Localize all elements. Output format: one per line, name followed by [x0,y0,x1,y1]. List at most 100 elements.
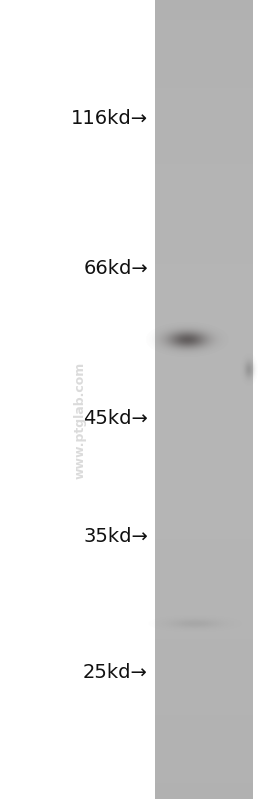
Bar [155,443,253,447]
Bar [155,388,253,392]
Bar [155,447,253,451]
Bar [155,80,253,84]
Bar [155,28,253,32]
Bar [155,188,253,192]
Bar [155,160,253,164]
Bar [155,124,253,128]
Bar [155,643,253,647]
Bar [155,575,253,579]
Bar [155,88,253,92]
Bar [155,703,253,707]
Bar [155,208,253,212]
Bar [155,236,253,240]
Bar [155,775,253,779]
Bar [155,156,253,160]
Bar [155,228,253,232]
Bar [155,495,253,499]
Bar [155,455,253,459]
Bar [155,503,253,507]
Bar [155,64,253,68]
Bar [155,767,253,771]
Bar [155,787,253,791]
Bar [155,603,253,607]
Bar [155,779,253,783]
Bar [155,419,253,423]
Bar [155,527,253,531]
Bar [155,348,253,352]
Bar [155,192,253,196]
Bar [155,204,253,208]
Bar [155,659,253,663]
Bar [155,216,253,220]
Bar [155,627,253,631]
Bar [155,563,253,567]
Bar [155,72,253,76]
Bar [155,607,253,611]
Bar [155,364,253,368]
Text: 116kd→: 116kd→ [71,109,148,128]
Bar [155,691,253,695]
Bar [155,547,253,551]
Bar [155,611,253,615]
Bar [155,735,253,739]
Bar [155,675,253,679]
Bar [155,555,253,559]
Bar [155,499,253,503]
Bar [155,172,253,176]
Bar [155,8,253,12]
Bar [155,56,253,60]
Bar [155,431,253,435]
Bar [155,260,253,264]
Bar [155,256,253,260]
Bar [155,40,253,44]
Bar [155,411,253,415]
Bar [155,475,253,479]
Bar [155,220,253,224]
Bar [155,747,253,751]
Text: 25kd→: 25kd→ [83,663,148,682]
Bar [155,759,253,763]
Bar [155,176,253,180]
Text: 35kd→: 35kd→ [83,527,148,546]
Bar [155,679,253,683]
Bar [155,316,253,320]
Bar [155,427,253,431]
Bar [155,403,253,407]
Bar [155,4,253,8]
Bar [155,372,253,376]
Bar [155,36,253,40]
Bar [155,200,253,204]
Bar [155,663,253,667]
Bar [155,655,253,659]
Bar [155,116,253,120]
Bar [155,128,253,132]
Bar [155,140,253,144]
Bar [155,479,253,483]
Bar [155,647,253,651]
Bar [155,344,253,348]
Bar [155,16,253,20]
Bar [155,392,253,396]
Bar [155,631,253,635]
Bar [155,132,253,136]
Text: 66kd→: 66kd→ [83,259,148,277]
Bar [155,336,253,340]
Bar [155,639,253,643]
Bar [155,108,253,112]
Bar [155,240,253,244]
Bar [155,471,253,475]
Bar [155,100,253,104]
Bar [155,459,253,463]
Bar [155,739,253,743]
Bar [155,727,253,731]
Bar [155,96,253,100]
Bar [155,304,253,308]
Bar [155,196,253,200]
Bar [155,635,253,639]
Bar [155,583,253,587]
Bar [155,184,253,188]
Bar [155,272,253,276]
Bar [155,687,253,691]
Bar [155,232,253,236]
Bar [155,791,253,795]
